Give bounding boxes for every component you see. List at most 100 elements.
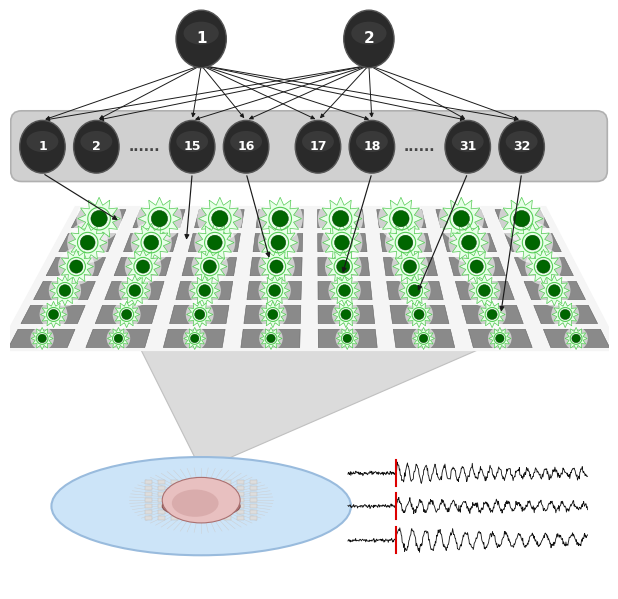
Bar	[145, 510, 152, 514]
Ellipse shape	[163, 477, 240, 523]
Circle shape	[151, 210, 167, 227]
Circle shape	[91, 210, 108, 227]
Circle shape	[537, 260, 550, 273]
Circle shape	[188, 274, 221, 307]
Bar	[171, 492, 179, 496]
Polygon shape	[387, 282, 443, 300]
Polygon shape	[21, 305, 85, 323]
Circle shape	[470, 260, 483, 273]
Polygon shape	[406, 301, 432, 328]
Polygon shape	[195, 210, 244, 228]
Circle shape	[414, 310, 424, 319]
Circle shape	[538, 274, 570, 307]
Polygon shape	[40, 301, 67, 328]
Circle shape	[77, 196, 122, 241]
Circle shape	[525, 235, 540, 250]
Bar	[224, 480, 231, 484]
Circle shape	[412, 326, 435, 350]
Polygon shape	[190, 276, 220, 305]
Circle shape	[439, 196, 484, 241]
Polygon shape	[393, 329, 455, 347]
Bar	[250, 492, 258, 496]
Polygon shape	[188, 234, 240, 252]
Polygon shape	[78, 197, 121, 240]
Circle shape	[269, 285, 281, 297]
Circle shape	[59, 285, 70, 297]
Polygon shape	[71, 210, 126, 228]
Circle shape	[190, 334, 199, 343]
Bar	[171, 510, 179, 514]
Circle shape	[272, 210, 289, 227]
Polygon shape	[479, 301, 506, 328]
Circle shape	[459, 248, 495, 285]
Bar	[237, 480, 244, 484]
Circle shape	[329, 274, 361, 307]
Polygon shape	[455, 282, 514, 300]
Circle shape	[48, 310, 59, 319]
Polygon shape	[142, 350, 476, 470]
Circle shape	[343, 334, 352, 343]
Bar	[237, 492, 244, 496]
Text: 2: 2	[363, 31, 375, 47]
Bar	[158, 492, 165, 496]
Circle shape	[125, 248, 161, 285]
Circle shape	[197, 196, 242, 241]
Circle shape	[405, 301, 433, 328]
Polygon shape	[318, 258, 370, 276]
Circle shape	[525, 248, 562, 285]
Polygon shape	[247, 282, 302, 300]
Polygon shape	[495, 210, 549, 228]
Polygon shape	[244, 305, 301, 323]
Bar	[224, 504, 231, 508]
Circle shape	[337, 260, 350, 273]
Ellipse shape	[351, 22, 386, 45]
Polygon shape	[539, 276, 570, 305]
Polygon shape	[390, 305, 449, 323]
Bar	[158, 516, 165, 520]
Circle shape	[318, 196, 363, 241]
Circle shape	[325, 248, 362, 285]
Polygon shape	[260, 301, 286, 328]
Ellipse shape	[51, 457, 351, 555]
Polygon shape	[319, 197, 362, 240]
Ellipse shape	[223, 120, 269, 173]
Circle shape	[271, 235, 286, 250]
Bar	[145, 498, 152, 502]
Circle shape	[183, 326, 206, 350]
Polygon shape	[259, 249, 294, 284]
Bar	[184, 486, 192, 490]
Bar	[198, 504, 205, 508]
Circle shape	[131, 222, 172, 263]
Bar	[198, 498, 205, 502]
Circle shape	[551, 301, 579, 328]
Polygon shape	[120, 276, 150, 305]
Circle shape	[194, 222, 235, 263]
Polygon shape	[259, 197, 302, 240]
Polygon shape	[318, 234, 367, 252]
Circle shape	[549, 285, 560, 297]
Polygon shape	[524, 282, 585, 300]
Polygon shape	[380, 234, 432, 252]
Bar	[158, 510, 165, 514]
Circle shape	[199, 285, 211, 297]
Bar	[171, 498, 179, 502]
Text: 31: 31	[459, 140, 476, 153]
Bar	[211, 504, 218, 508]
Polygon shape	[259, 223, 298, 262]
Circle shape	[560, 310, 570, 319]
Ellipse shape	[176, 10, 226, 68]
Bar	[237, 516, 244, 520]
Polygon shape	[192, 249, 227, 284]
Circle shape	[393, 210, 409, 227]
Polygon shape	[163, 329, 225, 347]
Polygon shape	[468, 329, 532, 347]
Ellipse shape	[302, 131, 334, 152]
Circle shape	[478, 285, 490, 297]
Ellipse shape	[445, 120, 491, 173]
Polygon shape	[114, 258, 171, 276]
Polygon shape	[449, 258, 506, 276]
Polygon shape	[187, 301, 213, 328]
Circle shape	[122, 310, 132, 319]
Circle shape	[38, 334, 46, 343]
Polygon shape	[565, 327, 587, 350]
